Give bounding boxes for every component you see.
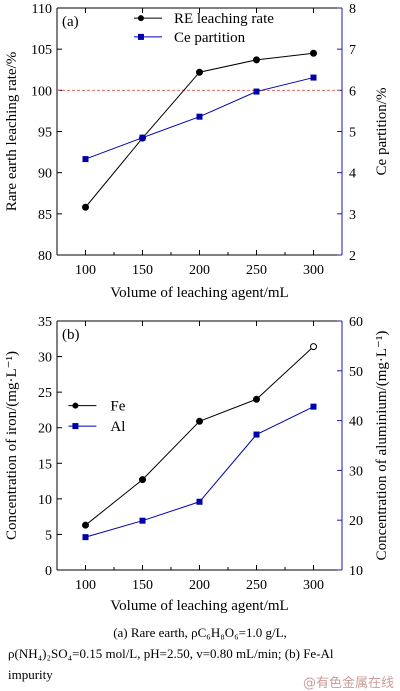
- y-left-tick-label: 95: [38, 126, 52, 141]
- legend-marker: [137, 33, 144, 40]
- y-right-tick-label: 3: [349, 208, 356, 223]
- y-left-tick-label: 20: [38, 422, 52, 437]
- y-left-tick-label: 15: [38, 457, 52, 472]
- data-point: [253, 431, 260, 438]
- panel-label: (a): [62, 14, 79, 30]
- data-point: [310, 49, 317, 57]
- series-line: [85, 52, 314, 208]
- data-point: [139, 517, 146, 524]
- y-right-axis-title: Ce partition/%: [374, 88, 390, 176]
- y-left-tick-label: 80: [38, 249, 52, 264]
- caption-line-3: impurity: [8, 667, 53, 682]
- data-point: [253, 88, 260, 95]
- data-point: [310, 343, 317, 351]
- data-point: [253, 395, 260, 403]
- data-point: [196, 417, 203, 425]
- y-left-axis-title: Concentration of iron/(mg·L⁻¹): [4, 351, 20, 540]
- y-right-tick-label: 10: [349, 564, 363, 579]
- watermark: @有色金属在线: [302, 676, 394, 691]
- x-tick-label: 100: [75, 578, 96, 593]
- y-right-tick-label: 2: [349, 249, 356, 264]
- x-tick-label: 200: [189, 263, 210, 278]
- x-tick-label: 100: [75, 263, 96, 278]
- data-point: [139, 134, 146, 141]
- panel-label: (b): [62, 327, 80, 343]
- x-tick-label: 150: [132, 263, 153, 278]
- y-right-tick-label: 60: [349, 315, 363, 330]
- y-left-tick-label: 90: [38, 167, 52, 182]
- x-tick-label: 300: [303, 578, 324, 593]
- data-point: [310, 403, 317, 410]
- y-right-tick-label: 30: [349, 464, 363, 479]
- y-right-tick-label: 7: [349, 43, 356, 58]
- y-left-tick-label: 110: [32, 2, 52, 17]
- data-point: [253, 56, 260, 64]
- y-left-tick-label: 0: [45, 564, 52, 579]
- y-right-axis-title: Concentration of aluminium/(mg·L⁻¹): [374, 331, 390, 561]
- legend-marker: [137, 15, 144, 22]
- caption-line-1: (a) Rare earth, ρC₆H₈O₆=1.0 g/L,: [113, 625, 287, 640]
- y-left-tick-label: 25: [38, 386, 52, 401]
- y-left-tick-label: 5: [45, 528, 52, 543]
- y-right-tick-label: 5: [349, 126, 356, 141]
- legend-label: Al: [110, 419, 125, 435]
- data-point: [139, 476, 146, 484]
- legend-marker: [72, 402, 79, 409]
- data-point: [196, 68, 203, 76]
- chart-panel-b: 100 150 200 250 300 0 5 10 15 20 25 30 35 10 20 30 40 50 6…: [4, 315, 390, 614]
- data-point: [310, 74, 317, 81]
- data-point: [82, 156, 89, 163]
- y-left-tick-label: 30: [38, 351, 52, 366]
- y-right-tick-label: 20: [349, 514, 363, 529]
- x-tick-label: 150: [132, 578, 153, 593]
- data-point: [196, 498, 203, 505]
- y-right-tick-label: 4: [349, 167, 356, 182]
- y-right-tick-label: 6: [349, 84, 356, 99]
- y-left-tick-label: 105: [31, 43, 52, 58]
- y-left-axis-title: Rare earth leaching rate/%: [4, 52, 20, 212]
- data-point: [82, 534, 89, 541]
- y-left-tick-label: 85: [38, 208, 52, 223]
- data-point: [82, 521, 89, 529]
- caption-line-2: ρ(NH₄)₂SO₄=0.15 mol/L, pH=2.50, v=0.80 m…: [8, 646, 334, 661]
- x-tick-label: 250: [246, 263, 267, 278]
- y-left-tick-label: 100: [31, 84, 52, 99]
- legend-marker: [72, 423, 79, 430]
- figure: 100 150 200 250 300808590951001051102345678R…: [4, 2, 390, 614]
- y-right-tick-label: 8: [349, 2, 356, 17]
- y-right-tick-label: 50: [349, 365, 363, 380]
- x-tick-label: 300: [303, 263, 324, 278]
- legend-label: RE leaching rate: [174, 11, 274, 27]
- y-left-tick-label: 10: [38, 493, 52, 508]
- legend-label: Ce partition: [174, 30, 246, 46]
- data-point: [82, 203, 89, 211]
- series-line: [85, 346, 314, 526]
- y-right-tick-label: 40: [349, 415, 363, 430]
- legend-label: Fe: [110, 399, 125, 415]
- x-axis-title: Volume of leaching agent/mL: [110, 598, 288, 614]
- x-axis-title: Volume of leaching agent/mL: [110, 285, 288, 301]
- data-point: [196, 113, 203, 120]
- chart-panel-a: 100 150 200 250 300 80 85 90 95 100 105 110 2 3 4 5 6 7 8 R…: [4, 2, 390, 301]
- x-tick-label: 200: [189, 578, 210, 593]
- y-left-tick-label: 35: [38, 315, 52, 330]
- x-tick-label: 250: [246, 578, 267, 593]
